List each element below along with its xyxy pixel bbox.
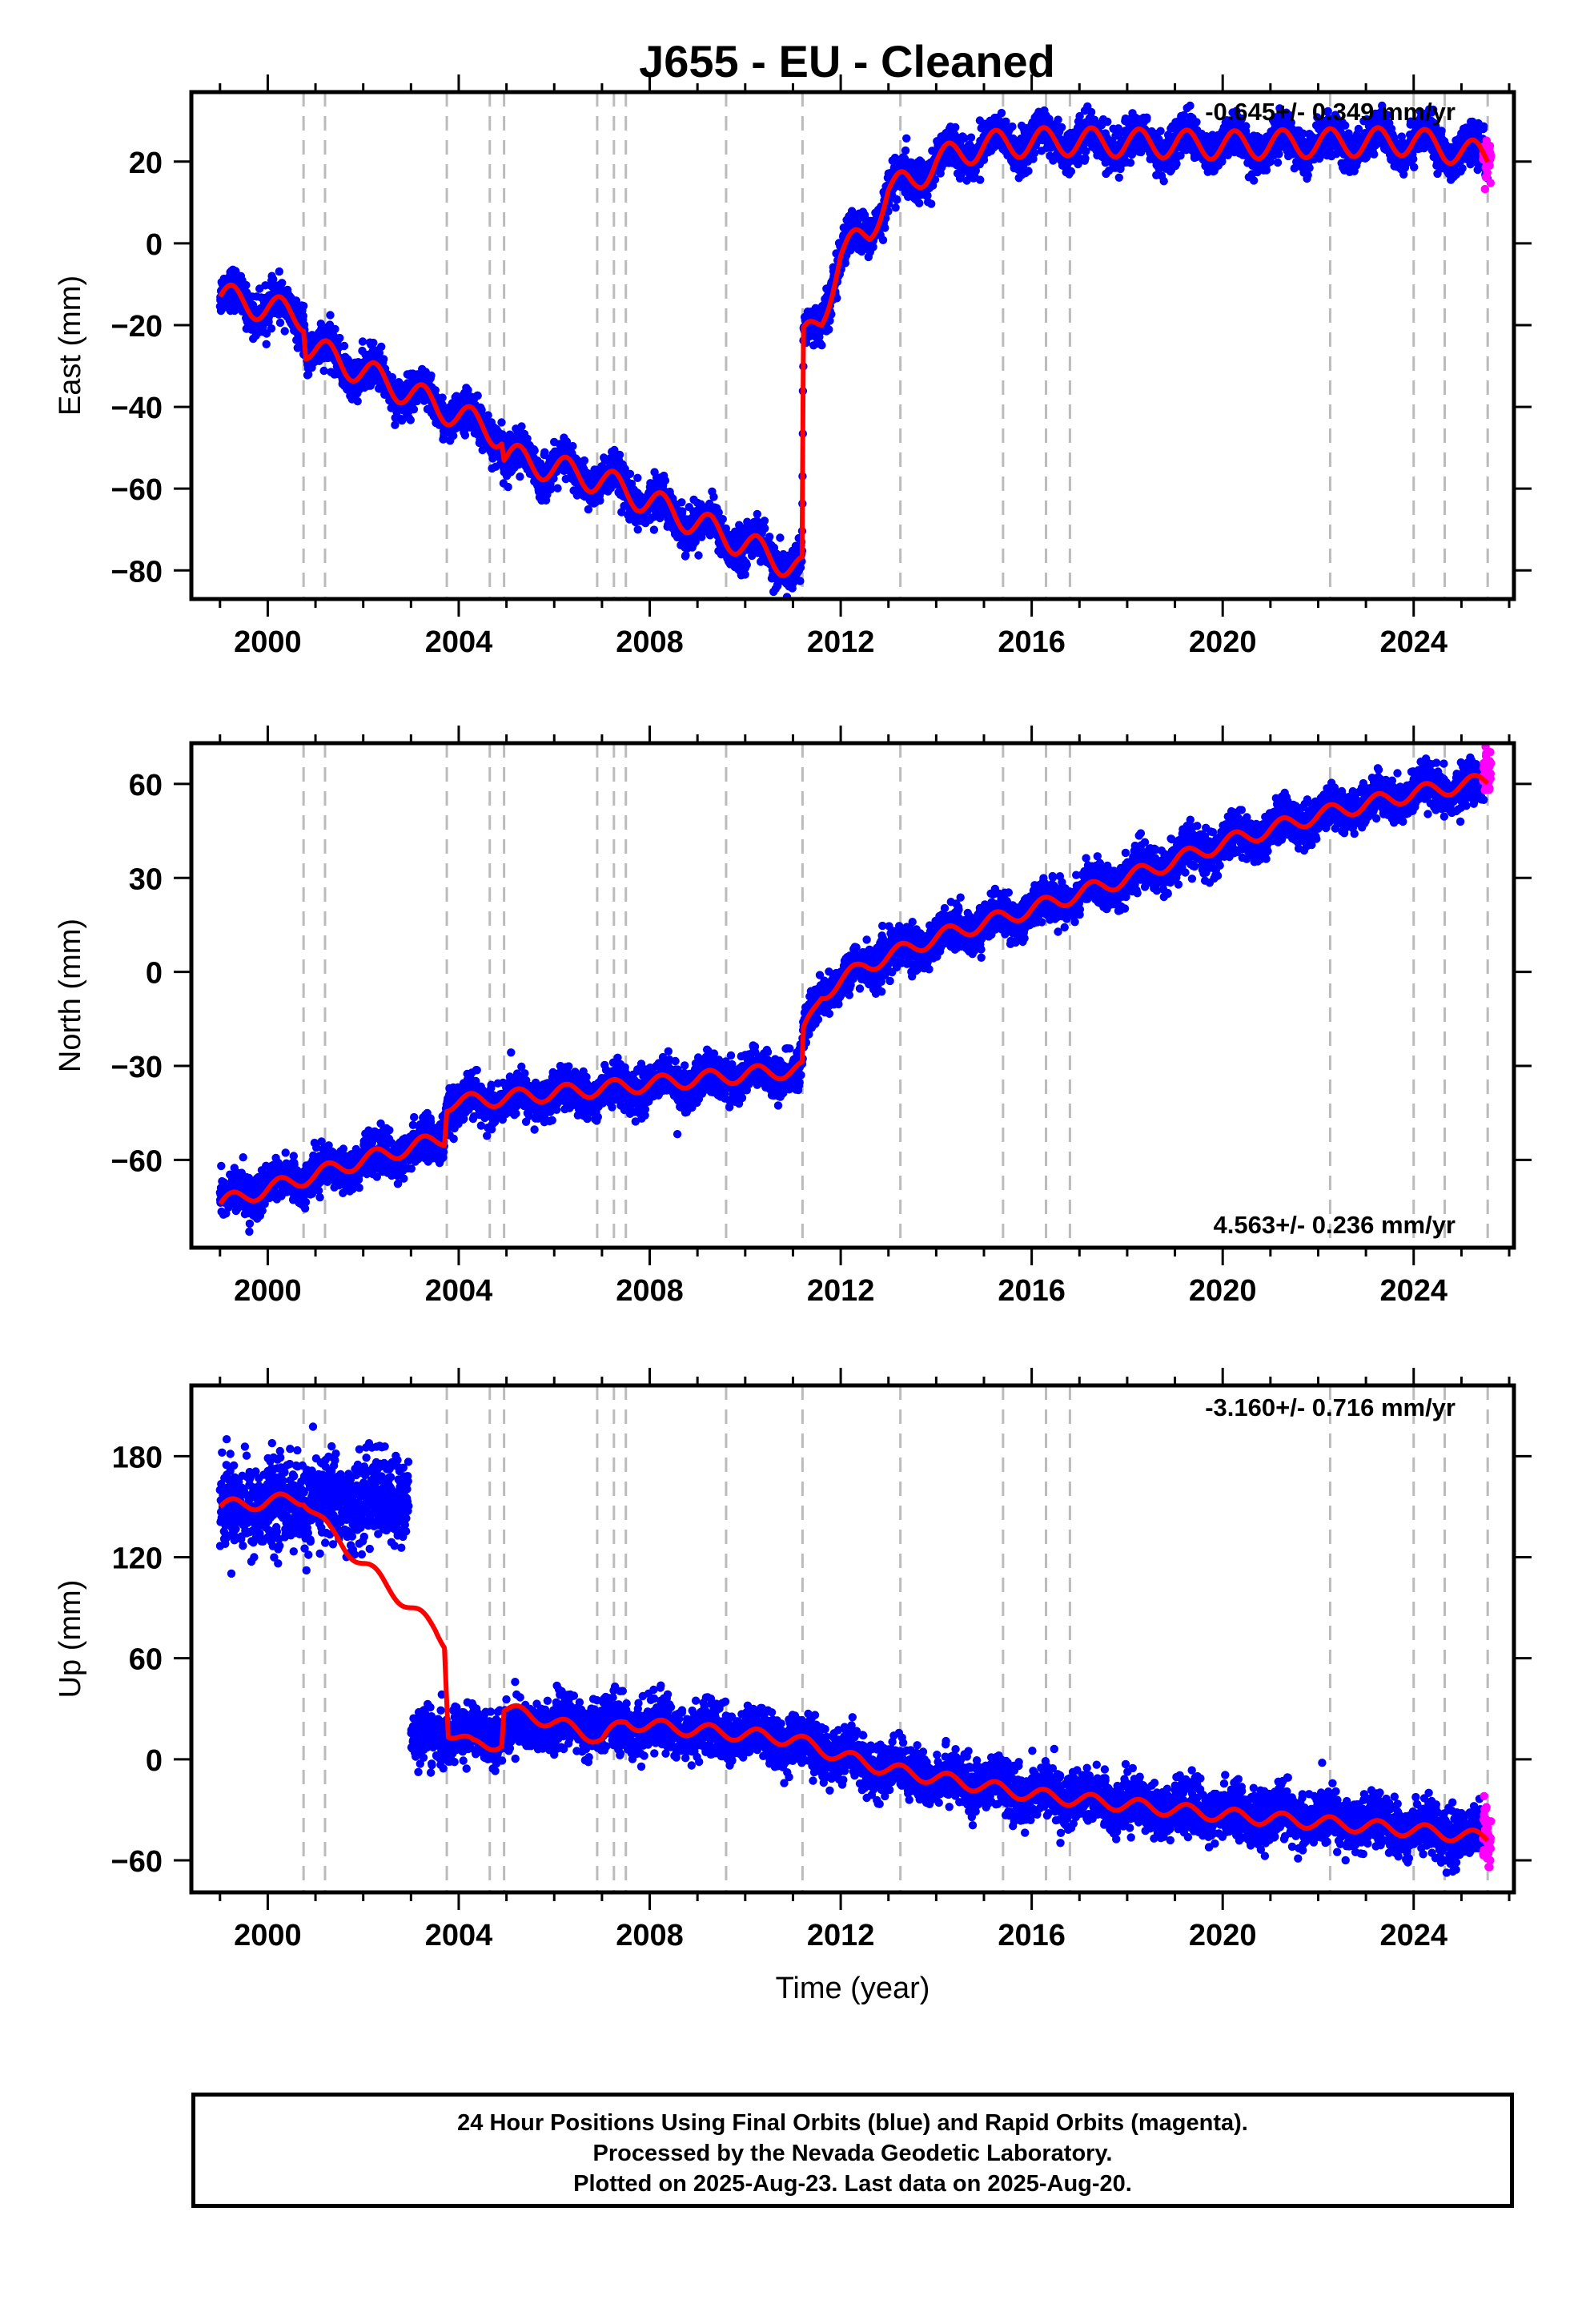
data-point [275,318,285,328]
data-point [615,450,624,460]
data-point [1008,122,1017,131]
data-point [966,133,976,142]
data-point [1057,123,1066,132]
data-point [1114,173,1124,182]
data-point [580,456,589,465]
data-point [1024,167,1033,175]
data-point [1081,154,1090,163]
data-point [694,551,703,560]
data-point [397,416,407,425]
data-point [927,199,936,208]
data-point [878,235,888,244]
data-point [431,386,440,395]
data-point [1172,159,1181,168]
data-point [377,342,386,352]
data-point [242,280,251,290]
data-point [633,473,642,482]
data-point [460,431,470,440]
data-point [902,134,911,143]
data-point [1030,149,1039,158]
data-point [269,275,278,283]
data-point [1066,167,1076,176]
data-points-east [215,101,1496,599]
data-point [477,405,486,414]
data-point [1103,117,1112,127]
data-point [262,340,271,348]
data-point [1142,113,1151,122]
data-point [825,325,833,334]
data-point [464,385,472,395]
data-point [375,348,384,357]
data-point [891,203,900,212]
data-point [881,223,889,232]
data-point [275,267,283,276]
data-point [335,333,344,343]
data-point [1159,177,1168,186]
data-point [1086,107,1096,117]
data-point [331,324,339,334]
data-point [516,472,524,481]
data-point [409,405,419,414]
data-point [267,324,276,333]
data-point [449,431,458,440]
data-point [625,469,635,478]
data-point [742,561,751,569]
data-point [304,370,313,379]
data-point [339,341,349,351]
data-point [817,341,826,350]
data-point [478,445,487,455]
data-point [504,482,512,492]
data-point [776,533,785,542]
data-point [326,311,335,320]
data-point [358,337,367,346]
data-point [765,533,774,541]
data-point [299,301,308,311]
data-point [530,446,539,455]
data-point [796,577,805,585]
data-point [497,418,506,427]
data-point [915,199,924,207]
data-point [484,411,492,420]
data-point [709,493,718,501]
data-point [761,524,769,533]
data-point [892,195,901,204]
data-point [299,312,307,320]
data-point [753,509,761,519]
data-point [760,517,769,525]
panel-east: 2000 2004 2008 2012 2016 2020 2024−80−60−40−20… [54,74,1532,659]
data-point [553,484,562,493]
data-point [367,378,376,387]
data-point [379,355,388,364]
data-point [1126,159,1135,167]
data-point [718,515,727,524]
data-point [901,146,910,155]
data-point [677,498,686,507]
data-point [473,391,482,400]
data-point [596,496,604,505]
data-point [1192,118,1201,127]
data-point [427,371,436,380]
data-point [280,327,289,336]
data-point [976,175,985,184]
data-point [997,108,1006,118]
data-point [353,396,362,406]
data-point [1156,127,1165,135]
data-point [406,416,415,424]
data-point [633,525,642,534]
chart-title: J655 - EU - Cleaned [639,36,1055,86]
data-point [319,366,328,376]
data-point [517,422,526,431]
data-point [438,393,447,402]
data-point [661,476,670,485]
data-point [568,441,577,451]
data-point [1054,115,1062,124]
data-point [1186,101,1195,111]
data-point [387,372,397,382]
data-point [391,420,400,429]
data-point [951,123,960,132]
data-point [278,279,287,287]
data-point [649,525,659,534]
data-point [369,338,378,348]
